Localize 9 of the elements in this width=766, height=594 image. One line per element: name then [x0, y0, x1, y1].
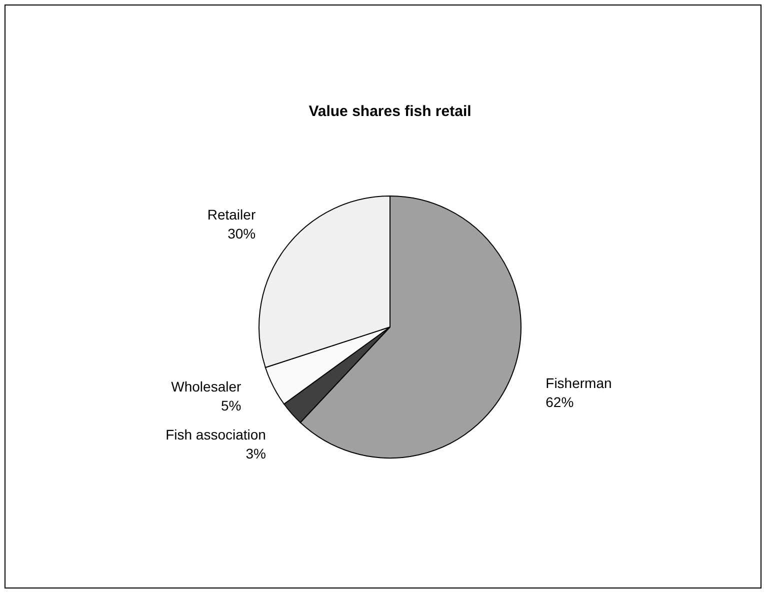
- slice-label: Wholesaler: [171, 378, 242, 394]
- data-label: 30%: [228, 226, 256, 242]
- slice-label: Retailer: [207, 206, 256, 223]
- data-label: 5%: [220, 397, 242, 414]
- slice-label: Fish association: [166, 426, 266, 442]
- chart-title: Value shares fish retail: [308, 103, 472, 120]
- data-label: 62%: [546, 394, 574, 410]
- slice-label: Fisherman: [546, 374, 612, 391]
- data-label: 3%: [246, 445, 266, 462]
